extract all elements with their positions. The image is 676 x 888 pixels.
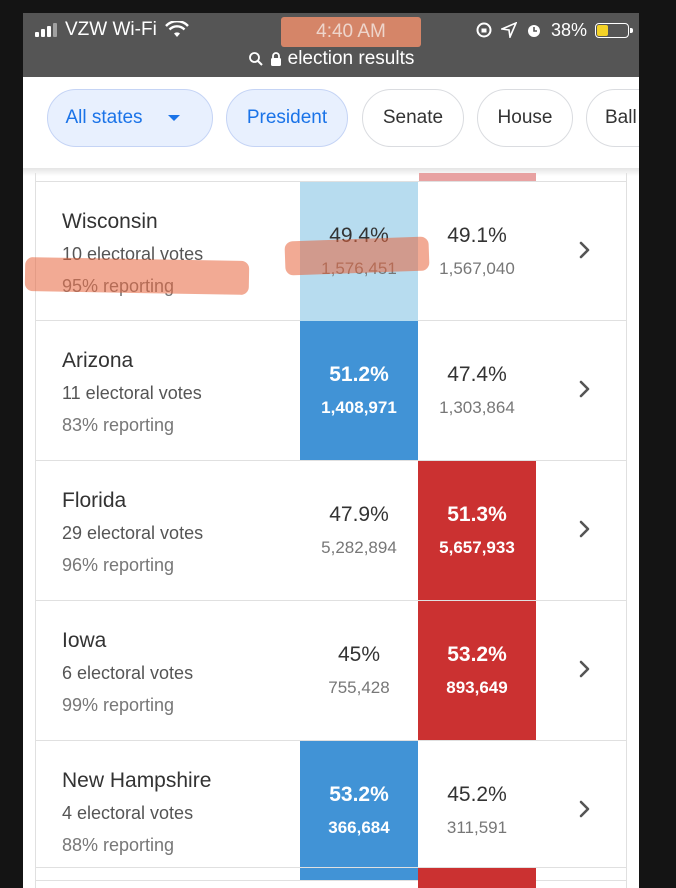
rep-result-cell: 53.2% 893,649 bbox=[418, 601, 536, 740]
state-name: New Hampshire bbox=[62, 769, 212, 792]
chevron-right-icon[interactable] bbox=[572, 377, 596, 401]
dropdown-arrow-icon bbox=[167, 115, 180, 121]
dem-percent: 47.9% bbox=[329, 503, 389, 526]
electoral-votes: 4 electoral votes bbox=[62, 803, 194, 823]
rep-result-cell: 47.4% 1,303,864 bbox=[418, 321, 536, 460]
chevron-right-icon[interactable] bbox=[572, 797, 596, 821]
dem-votes: 366,684 bbox=[328, 818, 390, 837]
reporting-status: 99% reporting bbox=[62, 695, 175, 715]
wifi-icon bbox=[164, 21, 189, 37]
dem-result-cell: 47.9% 5,282,894 bbox=[300, 461, 418, 600]
chip-label: House bbox=[497, 107, 553, 128]
next-row-rep-bar bbox=[418, 868, 536, 888]
rep-votes: 1,303,864 bbox=[439, 398, 515, 417]
card-border-left bbox=[35, 173, 36, 888]
state-row-arizona[interactable]: Arizona 11 electoral votes 83% reporting 51… bbox=[35, 321, 627, 461]
battery-fill bbox=[597, 24, 609, 36]
state-name: Iowa bbox=[62, 629, 107, 652]
highlight-mark-reporting bbox=[24, 257, 250, 295]
rep-votes: 311,591 bbox=[446, 818, 508, 837]
chip-ballot[interactable]: Ball bbox=[586, 89, 639, 147]
battery-icon bbox=[595, 22, 633, 38]
state-name: Arizona bbox=[62, 349, 134, 372]
chevron-right-icon[interactable] bbox=[572, 238, 596, 262]
chip-label: President bbox=[246, 107, 328, 128]
search-icon bbox=[248, 52, 263, 66]
rep-result-cell: 51.3% 5,657,933 bbox=[418, 461, 536, 600]
state-row-iowa[interactable]: Iowa 6 electoral votes 99% reporting 45% 755… bbox=[35, 601, 627, 741]
dem-result-cell: 51.2% 1,408,971 bbox=[300, 321, 418, 460]
status-bar: VZW Wi-Fi 4:40 AM 38% bbox=[23, 13, 639, 77]
rep-votes: 1,567,040 bbox=[439, 259, 515, 278]
highlight-mark-votes bbox=[284, 236, 430, 276]
rep-percent: 51.3% bbox=[447, 503, 507, 526]
signal-icon bbox=[35, 23, 57, 37]
lock-icon bbox=[270, 52, 281, 66]
dem-result-cell: 53.2% 366,684 bbox=[300, 741, 418, 880]
rep-percent: 53.2% bbox=[447, 643, 507, 666]
dem-percent: 45% bbox=[337, 643, 381, 666]
chip-bar-shadow bbox=[23, 168, 639, 176]
chip-president[interactable]: President bbox=[226, 89, 348, 147]
state-name: Florida bbox=[62, 489, 127, 512]
chip-label: Ball bbox=[605, 107, 637, 128]
carrier-group: VZW Wi-Fi bbox=[35, 19, 189, 41]
electoral-votes: 29 electoral votes bbox=[62, 523, 204, 543]
chip-label: All states bbox=[65, 107, 143, 128]
rep-result-cell: 45.2% 311,591 bbox=[418, 741, 536, 880]
electoral-votes: 11 electoral votes bbox=[62, 383, 202, 403]
state-row-new-hampshire[interactable]: New Hampshire 4 electoral votes 88% report… bbox=[35, 741, 627, 881]
chip-senate[interactable]: Senate bbox=[362, 89, 464, 147]
carrier-label: VZW Wi-Fi bbox=[65, 19, 157, 40]
electoral-votes: 6 electoral votes bbox=[62, 663, 194, 683]
chip-house[interactable]: House bbox=[477, 89, 573, 147]
chevron-right-icon[interactable] bbox=[572, 657, 596, 681]
divider bbox=[35, 867, 627, 868]
phone-screen: VZW Wi-Fi 4:40 AM 38% bbox=[23, 13, 639, 888]
rep-percent: 47.4% bbox=[447, 363, 507, 386]
filter-chip-bar: All states President Senate House Ball bbox=[23, 77, 639, 173]
dem-votes: 755,428 bbox=[328, 678, 390, 697]
dem-percent: 51.2% bbox=[329, 363, 389, 386]
card-border-right bbox=[626, 173, 627, 888]
dem-result-cell: 45% 755,428 bbox=[300, 601, 418, 740]
orientation-lock-icon bbox=[476, 22, 492, 38]
rep-votes: 893,649 bbox=[446, 678, 508, 697]
address-bar[interactable]: election results bbox=[23, 45, 639, 73]
rep-percent: 45.2% bbox=[447, 783, 507, 806]
reporting-status: 88% reporting bbox=[62, 835, 175, 855]
chip-label: Senate bbox=[382, 107, 444, 128]
reporting-status: 96% reporting bbox=[62, 555, 175, 575]
dem-votes: 1,408,971 bbox=[321, 398, 397, 417]
chip-all-states[interactable]: All states bbox=[47, 89, 213, 147]
state-name: Wisconsin bbox=[62, 210, 158, 233]
state-row-florida[interactable]: Florida 29 electoral votes 96% reporting 47… bbox=[35, 461, 627, 601]
alarm-icon bbox=[527, 25, 540, 37]
reporting-status: 83% reporting bbox=[62, 415, 175, 435]
rep-votes: 5,657,933 bbox=[439, 538, 515, 557]
battery-percent: 38% bbox=[550, 19, 587, 40]
dem-percent: 53.2% bbox=[329, 783, 389, 806]
rep-percent: 49.1% bbox=[447, 224, 507, 247]
dem-votes: 5,282,894 bbox=[321, 538, 397, 557]
status-right: 38% bbox=[475, 19, 633, 41]
previous-row-rep-bar bbox=[419, 173, 536, 181]
location-icon bbox=[500, 22, 517, 38]
rep-result-cell: 49.1% 1,567,040 bbox=[418, 182, 536, 321]
clock: 4:40 AM bbox=[281, 17, 421, 47]
chevron-right-icon[interactable] bbox=[572, 517, 596, 541]
address-text: election results bbox=[287, 48, 415, 69]
